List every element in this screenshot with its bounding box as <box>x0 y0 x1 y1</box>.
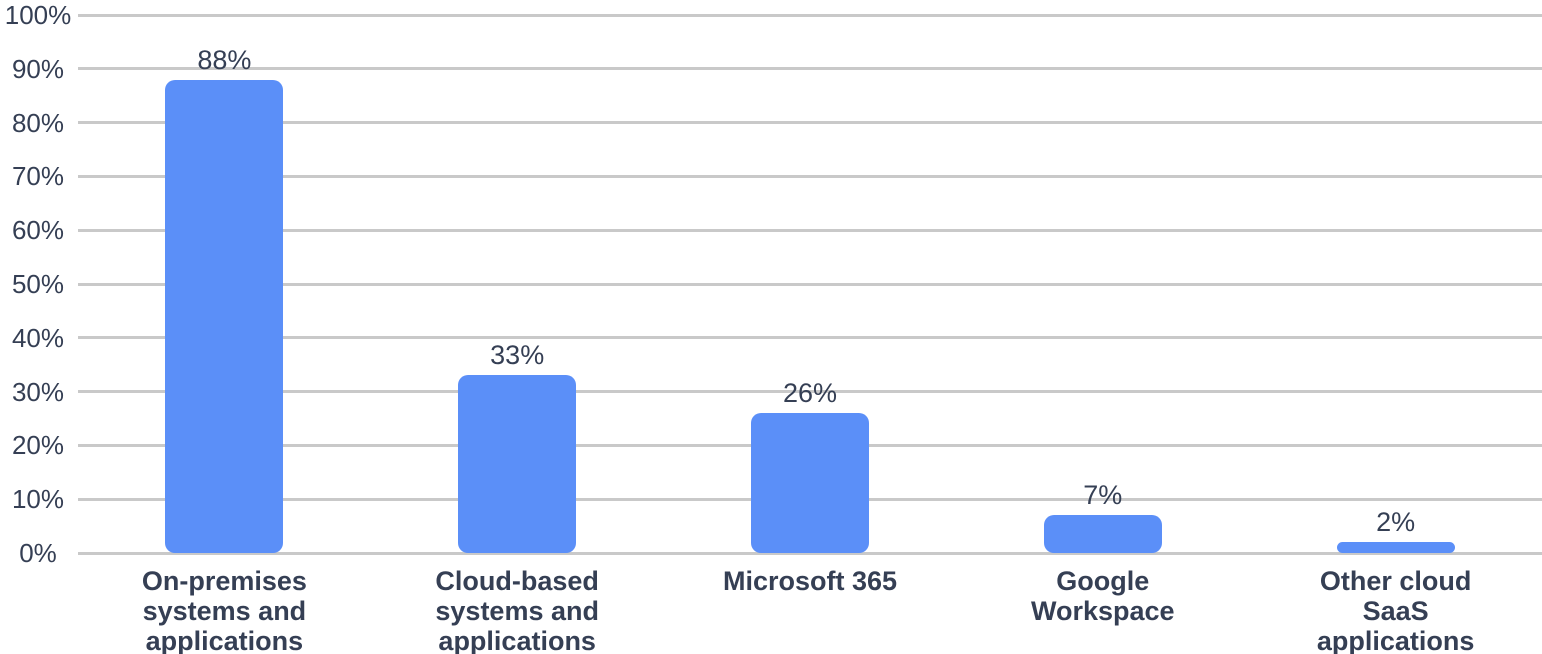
gridline <box>78 174 1542 178</box>
gridline <box>78 336 1542 340</box>
gridline <box>78 121 1542 125</box>
y-tick-label: 90% <box>11 53 65 84</box>
category-label: Other cloud SaaS applications <box>1316 566 1475 654</box>
gridline <box>78 67 1542 71</box>
bar-value-label: 7% <box>1083 480 1123 511</box>
category-label: Microsoft 365 <box>722 566 898 596</box>
plot-area: 88% 33% 26% 7% 2% <box>78 13 1542 555</box>
gridline <box>78 551 1542 555</box>
gridline <box>78 390 1542 394</box>
bar <box>1336 542 1455 553</box>
y-tick-label: 70% <box>11 161 65 192</box>
y-tick-label: 30% <box>11 376 65 407</box>
bar <box>165 79 284 553</box>
y-tick-label: 100% <box>4 0 72 30</box>
y-tick-label: 40% <box>11 322 65 353</box>
y-tick-label: 50% <box>11 269 65 299</box>
y-tick-label: 0% <box>19 538 57 568</box>
bar <box>458 375 577 553</box>
y-tick-label: 10% <box>11 484 65 515</box>
bar-value-label: 2% <box>1376 507 1416 538</box>
gridline <box>78 228 1542 232</box>
bar <box>751 413 869 553</box>
y-tick-label: 80% <box>11 107 65 138</box>
category-label: On-premises systems and applications <box>141 566 307 654</box>
category-label: Cloud-based systems and applications <box>435 566 599 654</box>
y-tick-label: 20% <box>11 430 65 461</box>
gridline <box>78 13 1542 17</box>
y-axis: 0% 10% 20% 30% 40% 50% 60% 70% 80% 90% 100% <box>0 0 76 654</box>
category-label: Google Workspace <box>1031 566 1175 626</box>
y-tick-label: 60% <box>11 215 65 246</box>
bar-value-label: 88% <box>197 44 252 75</box>
bar-value-label: 26% <box>782 378 838 409</box>
bar-value-label: 33% <box>490 340 545 371</box>
gridline <box>78 282 1542 286</box>
bar <box>1043 515 1162 553</box>
